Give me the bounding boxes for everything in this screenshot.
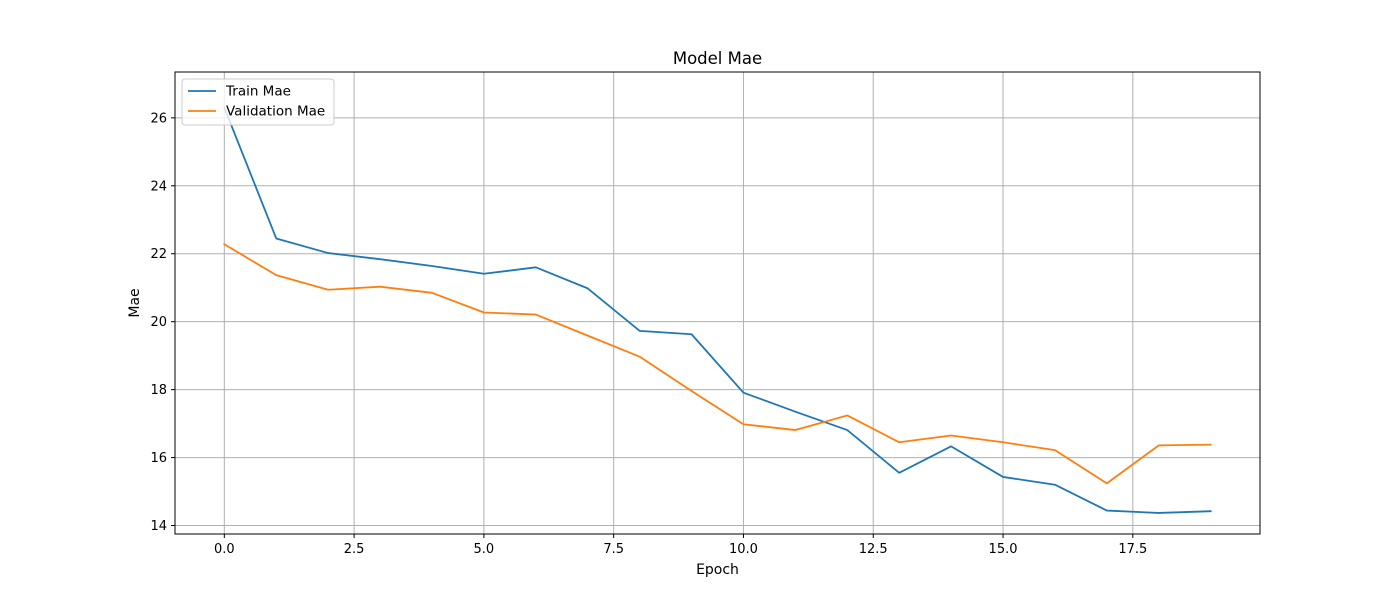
legend: Train Mae Validation Mae	[181, 78, 335, 126]
series-line-validation-mae	[223, 242, 1212, 485]
y-axis-label: Mae	[127, 288, 143, 317]
plot-area-frame	[174, 71, 1261, 535]
x-axis-label: Epoch	[696, 562, 739, 578]
x-tick-label: 0.0	[214, 542, 235, 557]
y-tick-label: 22	[150, 247, 167, 262]
x-axis-ticks: 0.0 2.5 5.0 7.5 10.0 12.5 15.0 17.5	[214, 534, 1147, 557]
y-tick-label: 24	[150, 179, 167, 194]
y-tick-label: 20	[150, 315, 167, 330]
grid	[175, 72, 1260, 534]
legend-label: Train Mae	[225, 84, 291, 100]
chart-title: Model Mae	[673, 49, 762, 68]
x-tick-label: 17.5	[1118, 542, 1147, 557]
y-tick-label: 18	[150, 383, 167, 398]
legend-label: Validation Mae	[226, 104, 325, 120]
x-tick-label: 7.5	[603, 542, 624, 557]
x-tick-label: 2.5	[344, 542, 365, 557]
y-tick-label: 14	[150, 519, 167, 534]
x-tick-label: 12.5	[859, 542, 888, 557]
series-line-train-mae	[223, 106, 1212, 514]
y-tick-label: 26	[150, 111, 167, 126]
legend-box	[181, 78, 335, 126]
y-tick-label: 16	[150, 451, 167, 466]
x-tick-label: 15.0	[989, 542, 1018, 557]
y-axis-ticks: 14 16 18 20 22 24 26	[150, 111, 175, 534]
x-tick-label: 5.0	[474, 542, 495, 557]
series-lines	[223, 106, 1212, 514]
x-tick-label: 10.0	[729, 542, 758, 557]
